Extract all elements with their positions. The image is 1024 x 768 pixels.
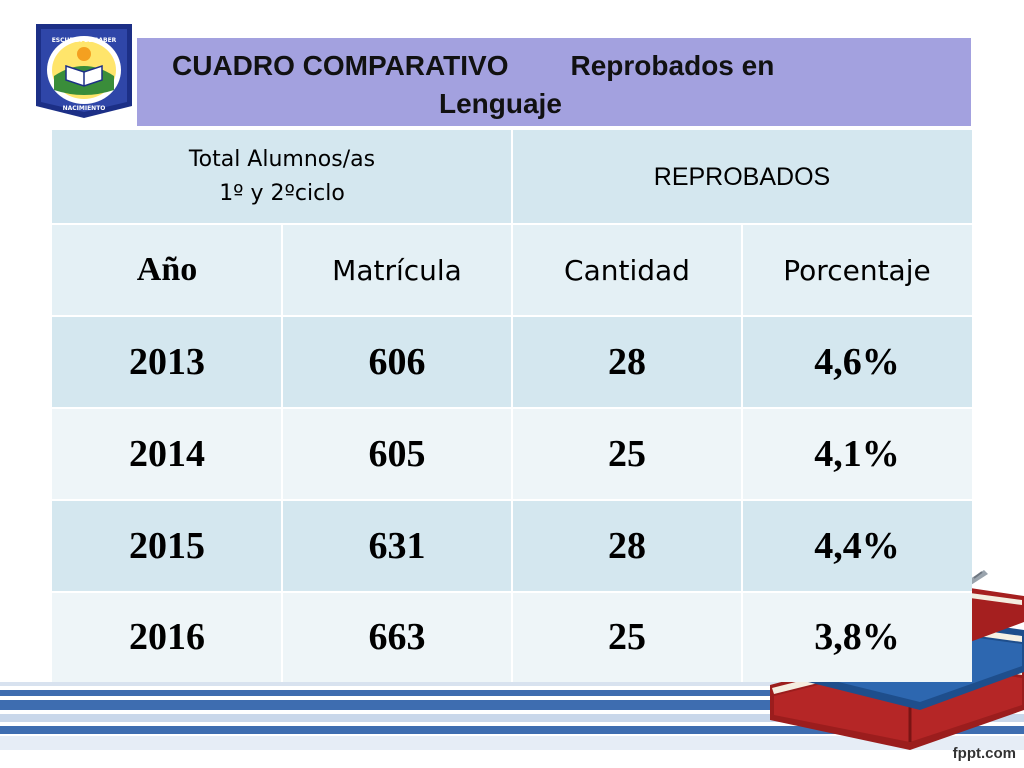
logo-top-text: ESCUELA EL SABER	[52, 37, 117, 44]
column-header-porcentaje: Porcentaje	[742, 224, 972, 316]
watermark-text: fppt.com	[952, 745, 1016, 762]
comparison-table: Total Alumnos/as 1º y 2ºciclo REPROBADOS…	[52, 130, 972, 682]
table-cell-matricula: 606	[282, 316, 512, 408]
row-divider	[52, 223, 972, 225]
group-header-total: Total Alumnos/as 1º y 2ºciclo	[52, 130, 512, 224]
row-divider	[52, 499, 972, 501]
row-divider	[52, 315, 972, 317]
table-cell-porcentaje: 4,1%	[742, 408, 972, 500]
table-cell-year: 2016	[52, 592, 282, 682]
table-cell-cantidad: 28	[512, 316, 742, 408]
column-header-cantidad: Cantidad	[512, 224, 742, 316]
title-part-a: CUADRO COMPARATIVO	[172, 50, 509, 81]
group-header-total-line2: 1º y 2ºciclo	[219, 181, 345, 206]
table-cell-matricula: 631	[282, 500, 512, 592]
table-cell-cantidad: 28	[512, 500, 742, 592]
table-cell-year: 2014	[52, 408, 282, 500]
title-line-1: CUADRO COMPARATIVO Reprobados en	[172, 50, 774, 82]
logo-bottom-text: NACIMIENTO	[63, 105, 106, 112]
title-part-b: Reprobados en	[570, 50, 775, 81]
row-divider	[52, 407, 972, 409]
table-cell-matricula: 605	[282, 408, 512, 500]
column-divider	[281, 224, 283, 682]
column-header-matricula: Matrícula	[282, 224, 512, 316]
table-cell-year: 2015	[52, 500, 282, 592]
table-cell-year: 2013	[52, 316, 282, 408]
group-header-total-line1: Total Alumnos/as	[188, 147, 376, 172]
table-cell-cantidad: 25	[512, 592, 742, 682]
table-cell-porcentaje: 4,6%	[742, 316, 972, 408]
bottom-stripes	[0, 682, 1024, 750]
table-cell-porcentaje: 3,8%	[742, 592, 972, 682]
title-line-2: Lenguaje	[439, 88, 562, 119]
table-cell-cantidad: 25	[512, 408, 742, 500]
school-logo: ESCUELA EL SABER NACIMIENTO	[36, 24, 132, 118]
column-header-ano: Año	[52, 224, 282, 316]
table-cell-matricula: 663	[282, 592, 512, 682]
group-header-reprobados: REPROBADOS	[512, 130, 972, 224]
column-divider	[511, 130, 513, 682]
row-divider	[52, 591, 972, 593]
table-cell-porcentaje: 4,4%	[742, 500, 972, 592]
title-box: CUADRO COMPARATIVO Reprobados en Lenguaje	[137, 38, 971, 126]
column-divider	[741, 224, 743, 682]
